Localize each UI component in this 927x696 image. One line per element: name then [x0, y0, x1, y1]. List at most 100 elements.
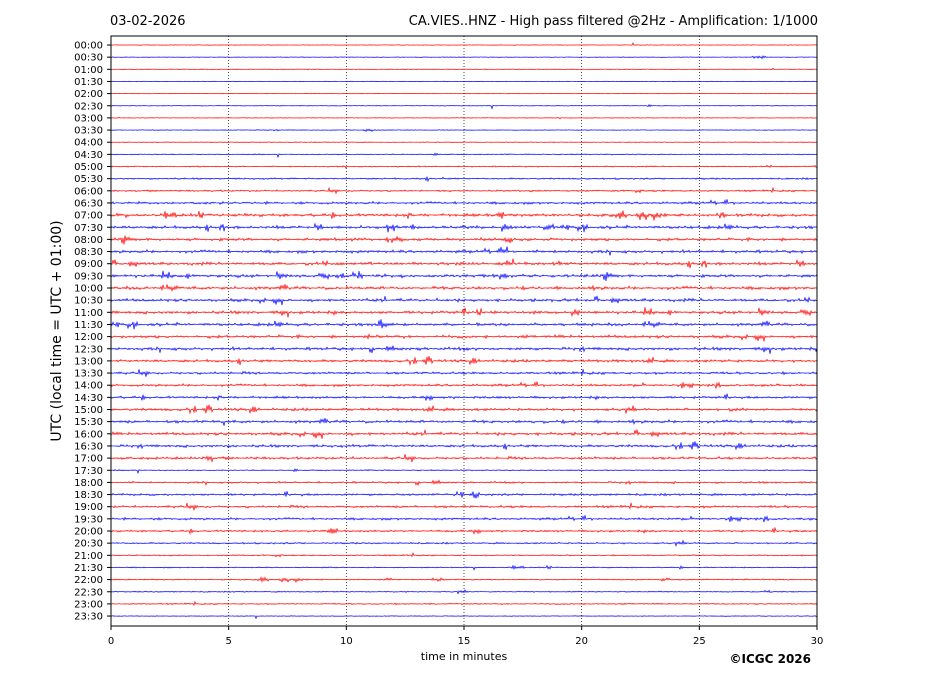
trace-row-1400 — [110, 381, 818, 389]
trace-row-0830 — [110, 246, 818, 256]
trace-row-1300 — [110, 356, 818, 366]
trace-row-1730 — [110, 468, 818, 475]
x-tick-label: 20 — [575, 636, 588, 647]
y-tick-label: 05:00 — [74, 162, 103, 173]
y-tick-label: 06:00 — [74, 186, 103, 197]
y-tick-label: 14:30 — [74, 393, 103, 404]
trace-row-0600 — [110, 186, 818, 195]
y-tick-label: 22:00 — [74, 575, 103, 586]
trace-row-1830 — [110, 490, 818, 499]
trace-row-1600 — [110, 429, 818, 439]
trace-row-1930 — [110, 515, 818, 523]
y-tick-label: 13:30 — [74, 369, 103, 380]
grid-lines — [228, 36, 700, 626]
y-tick-label: 18:30 — [74, 490, 103, 501]
x-tick-label: 0 — [108, 636, 114, 647]
x-tick-label: 30 — [811, 636, 824, 647]
y-tick-label: 14:00 — [74, 381, 103, 392]
y-tick-label: 17:30 — [74, 466, 103, 477]
trace-row-0430 — [110, 152, 818, 159]
trace-row-2000 — [110, 526, 818, 535]
copyright-label: ©ICGC 2026 — [729, 652, 811, 666]
traces — [110, 42, 818, 620]
y-tick-label: 02:30 — [74, 101, 103, 112]
y-tick-label: 08:30 — [74, 247, 103, 258]
trace-row-0700 — [110, 210, 818, 221]
y-tick-label: 13:00 — [74, 356, 103, 367]
trace-row-1230 — [110, 345, 818, 354]
trace-row-0930 — [110, 270, 818, 282]
y-tick-label: 02:00 — [74, 89, 103, 100]
y-tick-label: 06:30 — [74, 198, 103, 209]
trace-row-0130 — [110, 80, 818, 83]
trace-row-1800 — [110, 479, 818, 487]
trace-row-1700 — [110, 454, 818, 462]
y-tick-label: 21:30 — [74, 563, 103, 574]
y-tick-label: 07:30 — [74, 223, 103, 234]
y-tick-label: 01:30 — [74, 77, 103, 88]
trace-row-1000 — [110, 284, 818, 293]
y-tick-label: 23:30 — [74, 612, 103, 623]
trace-row-0100 — [110, 67, 818, 71]
x-tick-label: 15 — [458, 636, 471, 647]
plot-area — [110, 35, 818, 627]
y-tick-label: 22:30 — [74, 587, 103, 598]
trace-row-2300 — [110, 600, 818, 606]
y-tick-label: 20:00 — [74, 527, 103, 538]
y-tick-label: 12:30 — [74, 344, 103, 355]
trace-row-0230 — [110, 103, 818, 110]
y-tick-label: 20:30 — [74, 539, 103, 550]
y-tick-label: 18:00 — [74, 478, 103, 489]
x-tick-label: 5 — [225, 636, 231, 647]
trace-row-1100 — [110, 307, 818, 318]
trace-row-1330 — [110, 369, 818, 377]
trace-row-2100 — [110, 552, 818, 558]
y-tick-label: 21:00 — [74, 551, 103, 562]
y-tick-label: 17:00 — [74, 454, 103, 465]
trace-row-1900 — [110, 502, 818, 511]
chart-title: CA.VIES..HNZ - High pass filtered @2Hz -… — [409, 14, 818, 29]
trace-row-1030 — [110, 295, 818, 306]
trace-row-2030 — [110, 539, 818, 547]
y-tick-label: 11:00 — [74, 308, 103, 319]
x-tick-label: 10 — [340, 636, 353, 647]
x-tick-label: 25 — [693, 636, 706, 647]
y-tick-label: 05:30 — [74, 174, 103, 185]
y-tick-label: 03:00 — [74, 113, 103, 124]
y-tick-label: 10:30 — [74, 296, 103, 307]
y-tick-label: 09:30 — [74, 271, 103, 282]
trace-row-0200 — [110, 92, 818, 95]
trace-row-1200 — [110, 333, 818, 342]
x-tick-labels: 0 5 10 15 20 25 30 — [108, 626, 824, 647]
y-tick-label: 00:30 — [74, 53, 103, 64]
trace-row-1630 — [110, 441, 818, 451]
x-axis-label: time in minutes — [421, 650, 508, 663]
y-axis-label: UTC (local time = UTC + 01:00) — [49, 220, 65, 441]
y-tick-label: 16:30 — [74, 441, 103, 452]
trace-row-2330 — [110, 615, 818, 620]
trace-row-2230 — [110, 588, 818, 595]
y-tick-label: 10:00 — [74, 284, 103, 295]
trace-row-2200 — [110, 576, 818, 584]
trace-row-0730 — [110, 222, 818, 233]
trace-row-0800 — [110, 235, 818, 245]
y-tick-label: 23:00 — [74, 599, 103, 610]
date-label: 03-02-2026 — [110, 14, 186, 29]
y-tick-label: 09:00 — [74, 259, 103, 270]
y-tick-label: 16:00 — [74, 429, 103, 440]
y-tick-label: 19:30 — [74, 514, 103, 525]
y-tick-label: 04:00 — [74, 138, 103, 149]
trace-row-1500 — [110, 404, 818, 415]
y-tick-label: 11:30 — [74, 320, 103, 331]
trace-row-0000 — [110, 42, 818, 46]
trace-row-0400 — [110, 141, 818, 144]
y-tick-label: 12:00 — [74, 332, 103, 343]
y-tick-label: 04:30 — [74, 150, 103, 161]
trace-row-1530 — [110, 417, 818, 426]
trace-row-0330 — [110, 128, 818, 133]
y-tick-label: 01:00 — [74, 65, 103, 76]
trace-row-0900 — [110, 258, 818, 269]
y-tick-label: 07:00 — [74, 211, 103, 222]
